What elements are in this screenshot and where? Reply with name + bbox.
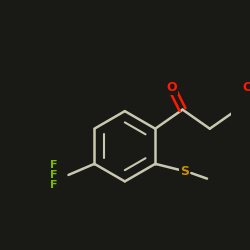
Text: O: O: [166, 81, 177, 94]
Text: O: O: [243, 81, 250, 94]
Text: S: S: [180, 165, 189, 178]
Text: F: F: [50, 180, 58, 190]
Text: F: F: [50, 170, 58, 180]
Text: F: F: [50, 160, 58, 170]
